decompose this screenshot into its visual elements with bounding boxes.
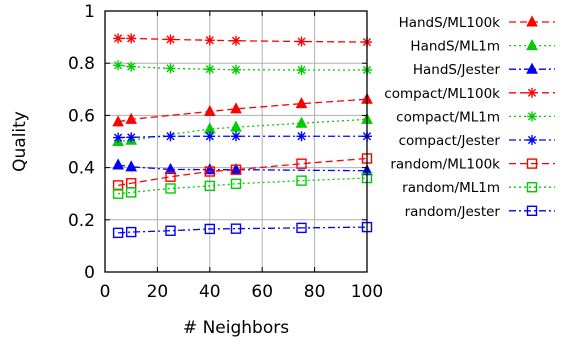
data-point-compact-jester: [113, 132, 124, 143]
series-line-random-ml100k: [117, 157, 368, 186]
data-point-compact-jester: [296, 131, 307, 142]
data-point-hands-ml100k: [112, 115, 124, 127]
data-point-hands-ml1m: [295, 116, 308, 128]
legend-label: random/ML1m: [402, 180, 500, 196]
data-point-compact-ml1m: [165, 63, 176, 74]
data-point-random-ml100k: [230, 164, 242, 175]
data-point-compact-ml100k: [204, 35, 215, 46]
legend-marker: [526, 158, 538, 169]
data-point-random-ml1m: [230, 178, 242, 189]
legend-label: compact/Jester: [399, 133, 501, 149]
data-point-compact-ml100k: [296, 36, 307, 47]
series-line-random-ml1m: [118, 177, 368, 195]
data-point-hands-ml100k: [230, 102, 242, 114]
x-tick-label: 80: [304, 282, 326, 302]
data-point-random-ml1m: [112, 188, 124, 199]
data-point-hands-ml100k: [203, 104, 216, 116]
data-point-compact-ml100k: [113, 33, 124, 44]
plot-frame: [104, 10, 368, 273]
data-point-random-jester: [296, 222, 307, 234]
data-point-random-ml100k: [296, 158, 307, 169]
series-line-compact-ml1m: [118, 64, 367, 71]
legend-marker: [526, 62, 538, 74]
legend-marker: [526, 39, 538, 51]
y-tick-label: 0.2: [68, 211, 95, 231]
data-point-compact-jester: [165, 131, 176, 142]
series-line-random-jester: [118, 226, 368, 234]
x-tick-label: 0: [100, 282, 111, 302]
y-tick-label: 0.6: [68, 106, 95, 126]
data-point-random-jester: [112, 227, 124, 239]
data-point-random-jester: [204, 223, 216, 235]
legend-marker: [527, 111, 537, 122]
data-point-compact-ml100k: [126, 33, 137, 44]
data-point-hands-ml1m: [230, 120, 242, 132]
legend-marker: [527, 135, 537, 145]
data-point-hands-jester: [164, 162, 177, 174]
data-point-random-ml1m: [296, 175, 307, 186]
x-tick-label: 40: [199, 282, 221, 302]
data-point-compact-ml1m: [113, 60, 124, 71]
data-point-compact-ml1m: [126, 61, 137, 72]
x-tick-label: 100: [351, 282, 383, 302]
legend-label: HandS/Jester: [413, 62, 501, 78]
data-point-compact-ml1m: [231, 64, 241, 75]
legend-label: compact/ML1m: [396, 109, 500, 125]
legend: HandS/ML100k HandS/ML1m HandS/Jester compac…: [384, 15, 555, 220]
data-point-random-ml1m: [125, 187, 137, 198]
x-tick-label: 60: [251, 282, 273, 302]
data-point-compact-jester: [231, 131, 241, 142]
data-point-random-ml100k: [204, 166, 216, 177]
y-axis-label: Quality: [10, 111, 30, 172]
data-point-compact-ml1m: [296, 64, 307, 75]
x-axis-label: # Neighbors: [183, 318, 289, 338]
y-tick-label: 1: [84, 2, 95, 22]
data-point-hands-jester: [125, 160, 138, 172]
legend-label: HandS/ML100k: [399, 15, 501, 31]
data-point-random-jester: [165, 225, 176, 236]
data-point-hands-ml100k: [295, 97, 308, 109]
y-tick-label: 0.8: [68, 54, 95, 74]
data-point-compact-ml1m: [204, 64, 215, 75]
x-tick-label: 20: [147, 282, 169, 302]
series-lines: [112, 33, 373, 239]
data-point-hands-ml100k: [125, 112, 138, 124]
data-point-compact-ml100k: [165, 34, 176, 45]
legend-label: random/ML100k: [390, 157, 500, 173]
legend-label: compact/ML100k: [384, 86, 500, 102]
data-point-compact-jester: [126, 132, 137, 143]
data-point-random-ml1m: [204, 180, 216, 192]
legend-label: random/Jester: [405, 204, 501, 220]
series-line-hands-ml1m: [118, 118, 368, 143]
series-line-compact-ml100k: [118, 37, 368, 43]
data-point-random-jester: [230, 223, 242, 234]
y-tick-label: 0: [84, 263, 95, 283]
legend-marker: [526, 205, 538, 217]
legend-marker: [526, 15, 538, 27]
legend-marker: [526, 181, 538, 193]
data-point-random-jester: [125, 226, 137, 238]
series-line-compact-jester: [118, 135, 367, 139]
axis-ticks: 0 20 40 60 80 100 0 0.2 0.4 0.6 0.8 1: [68, 2, 383, 302]
series-line-hands-ml100k: [117, 98, 368, 123]
y-tick-label: 0.4: [68, 159, 95, 179]
legend-label: HandS/ML1m: [410, 39, 500, 55]
legend-marker: [527, 87, 537, 98]
data-point-compact-jester: [204, 131, 215, 142]
data-point-random-ml100k: [165, 171, 176, 182]
data-point-hands-jester: [112, 158, 124, 170]
data-point-compact-ml100k: [231, 35, 241, 46]
data-point-random-ml1m: [165, 183, 176, 194]
